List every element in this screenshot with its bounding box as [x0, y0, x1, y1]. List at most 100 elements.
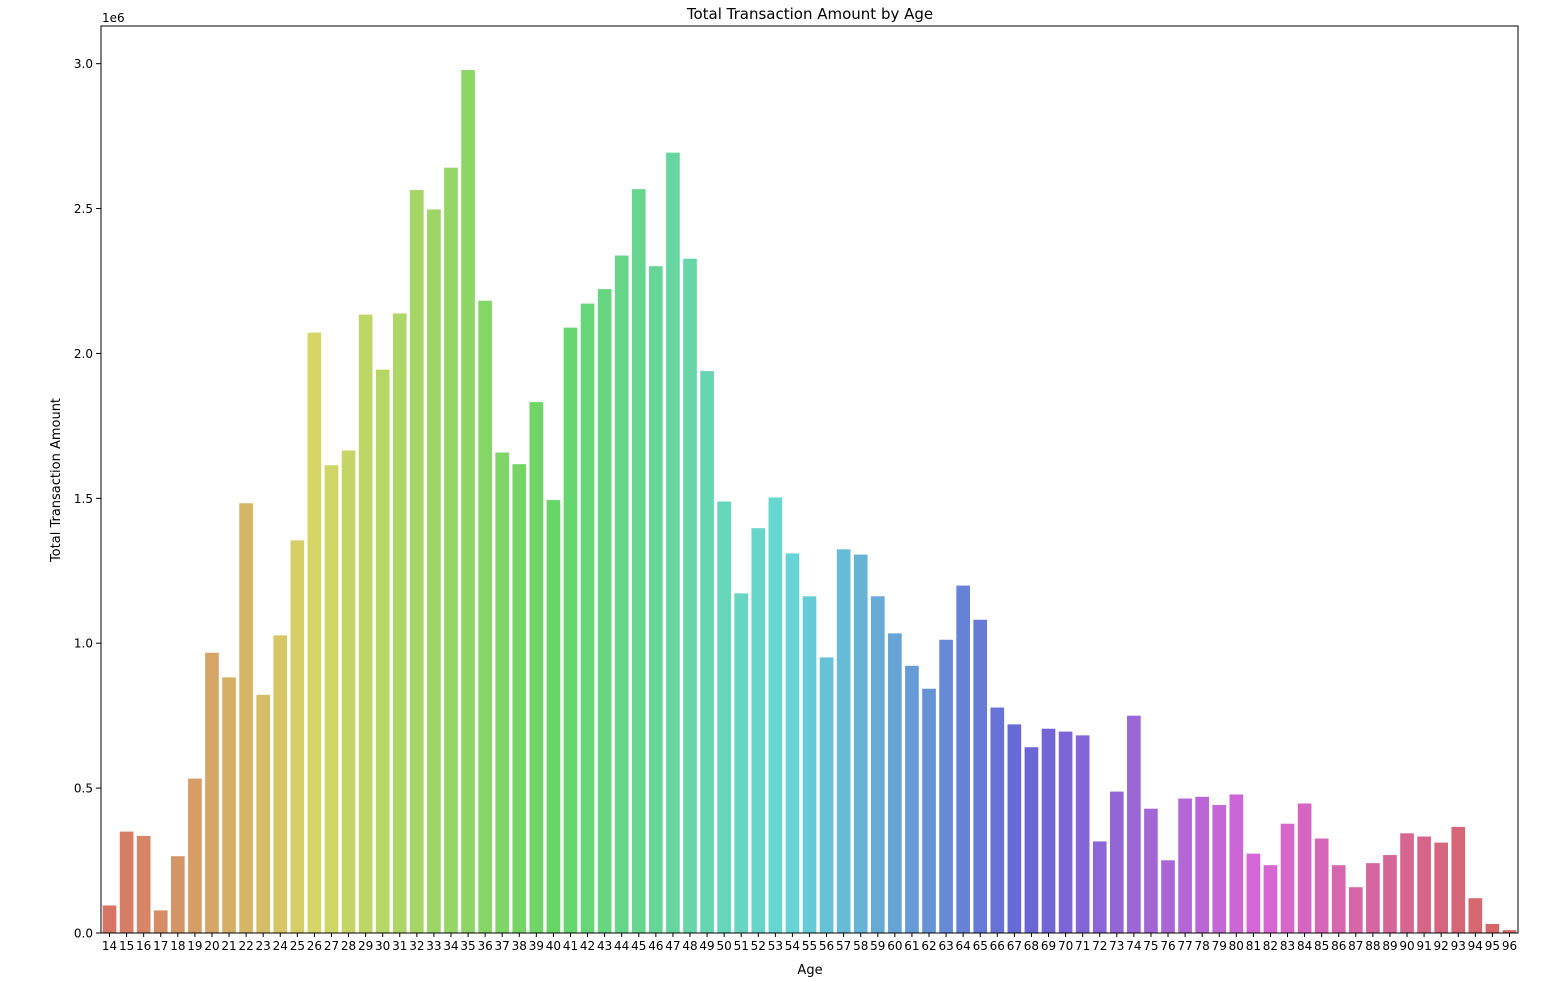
x-tick-label: 55 [802, 939, 817, 953]
bar-age-73 [1109, 791, 1124, 933]
x-tick-label: 64 [956, 939, 971, 953]
x-tick-label: 60 [887, 939, 902, 953]
x-tick-label: 72 [1092, 939, 1107, 953]
x-tick-label: 90 [1399, 939, 1414, 953]
bar-age-20 [205, 652, 219, 933]
bar-age-82 [1263, 865, 1278, 933]
bar-age-28 [341, 450, 356, 933]
x-tick-label: 15 [119, 939, 134, 953]
plot-frame [100, 25, 1519, 934]
bar-age-30 [375, 369, 390, 933]
x-tick-label: 25 [290, 939, 305, 953]
bar-age-83 [1280, 823, 1295, 933]
x-tick-label: 78 [1195, 939, 1210, 953]
bar-age-71 [1075, 735, 1090, 933]
x-tick-label: 51 [734, 939, 749, 953]
x-tick-label: 30 [375, 939, 390, 953]
y-tick-label: 0.0 [74, 927, 93, 941]
bar-age-49 [700, 371, 714, 933]
bar-age-62 [922, 688, 936, 933]
bar-age-70 [1058, 731, 1073, 933]
y-tick-label: 2.0 [74, 347, 93, 361]
x-tick-label: 21 [221, 939, 236, 953]
x-tick-label: 38 [512, 939, 527, 953]
x-tick-label: 70 [1058, 939, 1073, 953]
x-tick-label: 49 [699, 939, 714, 953]
x-tick-label: 63 [938, 939, 953, 953]
x-tick-label: 81 [1246, 939, 1261, 953]
x-tick-label: 39 [529, 939, 544, 953]
x-tick-label: 24 [273, 939, 288, 953]
x-tick-label: 23 [256, 939, 271, 953]
bar-age-80 [1229, 794, 1244, 933]
bar-age-42 [580, 303, 595, 933]
x-tick-label: 75 [1143, 939, 1158, 953]
bar-age-52 [751, 528, 766, 933]
bar-age-44 [614, 255, 629, 933]
x-tick-label: 48 [682, 939, 697, 953]
x-tick-label: 35 [460, 939, 475, 953]
x-tick-label: 80 [1229, 939, 1244, 953]
bar-age-68 [1024, 747, 1039, 933]
x-tick-label: 17 [153, 939, 168, 953]
x-tick-label: 93 [1451, 939, 1466, 953]
y-axis-label: Total Transaction Amount [49, 398, 64, 563]
bars-group [102, 70, 1517, 934]
x-tick-label: 54 [785, 939, 800, 953]
x-tick-label: 20 [204, 939, 219, 953]
bar-age-92 [1434, 842, 1449, 933]
chart-title: Total Transaction Amount by Age [686, 5, 933, 23]
bar-age-84 [1297, 803, 1312, 933]
bar-age-14 [102, 905, 117, 933]
x-axis-label: Age [797, 963, 822, 978]
x-tick-label: 77 [1177, 939, 1192, 953]
bar-age-75 [1144, 808, 1158, 933]
bar-age-51 [734, 593, 749, 933]
x-tick-label: 16 [136, 939, 151, 953]
bar-age-81 [1246, 853, 1261, 933]
y-tick-label: 2.5 [74, 202, 93, 216]
x-tick-label: 67 [1007, 939, 1022, 953]
x-tick-label: 27 [324, 939, 339, 953]
bar-age-61 [905, 665, 919, 933]
x-tick-label: 52 [751, 939, 766, 953]
x-tick-label: 28 [341, 939, 356, 953]
bar-age-59 [870, 596, 885, 933]
x-tick-label: 96 [1502, 939, 1517, 953]
bar-age-23 [256, 694, 271, 933]
x-tick-label: 71 [1075, 939, 1090, 953]
bar-age-31 [392, 313, 407, 934]
x-tick-label: 57 [836, 939, 851, 953]
bar-age-37 [495, 452, 510, 933]
x-tick-label: 53 [768, 939, 783, 953]
bar-age-96 [1502, 930, 1517, 933]
bar-age-46 [649, 266, 663, 934]
x-tick-label: 47 [665, 939, 680, 953]
x-tick-label: 50 [716, 939, 731, 953]
bar-age-54 [785, 553, 800, 933]
y-tick-label: 3.0 [74, 57, 93, 71]
bar-age-40 [546, 500, 561, 933]
x-tick-label: 29 [358, 939, 373, 953]
bar-age-56 [819, 657, 834, 933]
bar-age-17 [153, 910, 168, 933]
x-tick-label: 95 [1485, 939, 1500, 953]
bar-age-64 [956, 585, 970, 933]
bar-age-76 [1161, 860, 1175, 933]
x-tick-label: 31 [392, 939, 407, 953]
bar-age-21 [222, 677, 236, 933]
x-tick-label: 19 [187, 939, 202, 953]
x-tick-label: 91 [1416, 939, 1431, 953]
x-tick-label: 32 [409, 939, 424, 953]
x-tick-label: 33 [426, 939, 441, 953]
x-tick-label: 86 [1331, 939, 1346, 953]
bar-age-78 [1195, 796, 1209, 933]
bar-age-55 [802, 596, 817, 933]
x-tick-label: 58 [853, 939, 868, 953]
x-tick-label: 89 [1382, 939, 1397, 953]
bar-age-87 [1348, 887, 1363, 933]
bar-age-47 [666, 152, 680, 933]
bar-age-69 [1041, 728, 1056, 933]
bar-age-15 [119, 831, 134, 933]
